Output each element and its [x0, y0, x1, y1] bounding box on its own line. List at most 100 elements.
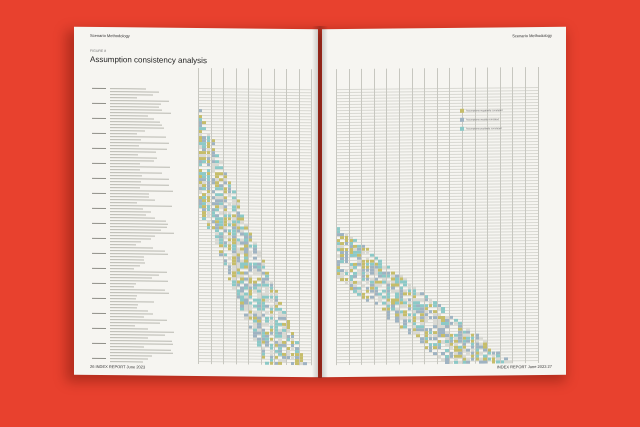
matrix-row-line — [198, 301, 312, 303]
matrix-row-line — [198, 148, 312, 150]
row-label-line — [110, 306, 137, 309]
row-label-line — [110, 132, 137, 135]
row-label-line — [110, 180, 141, 183]
matrix-row-line — [198, 169, 312, 171]
row-label-line — [110, 96, 138, 99]
row-label-line — [110, 273, 159, 276]
matrix-row-line — [198, 112, 312, 114]
matrix-row-line — [198, 121, 312, 123]
left-page: Scenario Methodology FIGURE 8 Assumption… — [74, 26, 318, 378]
row-label-line — [110, 351, 173, 354]
row-label-line — [110, 114, 149, 117]
row-label-line — [110, 171, 163, 174]
legend-swatch — [460, 126, 464, 131]
row-label-line — [110, 249, 166, 252]
row-label-line — [110, 222, 168, 225]
row-label-line — [110, 234, 155, 237]
row-label-line — [110, 228, 161, 231]
row-label-line — [110, 108, 162, 111]
row-label-line — [110, 159, 155, 162]
matrix-row-line — [198, 124, 312, 126]
row-label-line — [110, 342, 173, 345]
left-page-header: Scenario Methodology — [90, 32, 130, 39]
row-label-line — [110, 87, 147, 90]
row-group-label-line — [92, 237, 106, 239]
row-label-line — [110, 279, 168, 282]
matrix-row-line — [198, 109, 312, 111]
row-group-label-line — [92, 87, 106, 89]
figure-title: Assumption consistency analysis — [90, 54, 207, 66]
matrix-row-line — [198, 100, 312, 102]
row-group-label-line — [92, 147, 106, 149]
row-label-line — [110, 93, 153, 96]
row-label-line — [110, 246, 154, 249]
row-label-line — [110, 294, 138, 297]
matrix-row-line — [198, 106, 312, 108]
legend-item: Assumptions positively correlated — [460, 126, 548, 131]
matrix-row-line — [198, 274, 312, 276]
row-label-line — [110, 270, 167, 273]
figure-label: FIGURE 8 — [90, 48, 107, 54]
row-label-line — [110, 318, 167, 321]
row-label-line — [110, 219, 167, 222]
row-label-line — [110, 303, 139, 306]
row-label-line — [110, 123, 163, 126]
row-label-line — [110, 198, 155, 201]
legend-swatch — [460, 117, 464, 122]
row-label-line — [110, 339, 172, 342]
row-label-line — [110, 216, 155, 219]
row-group-label-line — [92, 102, 106, 104]
row-label-line — [110, 162, 140, 165]
row-label-line — [110, 153, 138, 156]
row-label-line — [110, 117, 155, 120]
row-label-line — [110, 282, 137, 285]
row-label-line — [110, 141, 170, 144]
row-label-line — [110, 264, 141, 267]
row-label-line — [110, 285, 135, 288]
legend-item: Assumptions negatively correlated — [460, 108, 548, 113]
row-label-line — [110, 357, 148, 360]
row-group-label-line — [92, 267, 106, 269]
row-label-line — [110, 126, 164, 129]
row-label-line — [110, 327, 149, 330]
row-label-line — [110, 210, 151, 213]
row-label-line — [110, 276, 153, 279]
matrix-row-line — [198, 190, 312, 192]
row-label-line — [110, 168, 140, 171]
row-label-line — [110, 309, 148, 312]
legend-text: Assumptions weakly correlated — [466, 118, 499, 122]
row-label-line — [110, 330, 174, 333]
row-label-line — [110, 165, 171, 168]
row-group-label-line — [92, 132, 106, 134]
row-group-label-line — [92, 117, 106, 119]
matrix-cell — [466, 360, 471, 364]
row-group-label-line — [92, 252, 106, 254]
row-label-line — [110, 315, 145, 318]
matrix-row-line — [198, 133, 312, 135]
row-label-line — [110, 243, 137, 246]
row-label-line — [110, 333, 166, 336]
row-group-label-line — [92, 207, 106, 209]
right-page-footer: INDEX REPORT June 2023 27 — [496, 363, 552, 370]
row-label-line — [110, 225, 167, 228]
row-group-label-line — [92, 342, 106, 344]
row-label-line — [110, 240, 141, 243]
legend: Assumptions negatively correlated Assumpt… — [460, 108, 548, 131]
row-label-line — [110, 360, 144, 363]
row-label-line — [110, 207, 144, 210]
row-label-line — [110, 321, 160, 324]
row-label-line — [110, 312, 154, 315]
row-label-line — [110, 99, 169, 102]
matrix-cell — [278, 362, 282, 365]
right-page-header: Scenario Methodology — [512, 32, 552, 39]
row-group-label-line — [92, 192, 106, 194]
row-label-line — [110, 252, 168, 255]
row-label-line — [110, 288, 166, 291]
row-label-line — [110, 255, 145, 258]
row-label-line — [110, 324, 135, 327]
row-label-line — [110, 189, 173, 192]
matrix-row-line — [198, 277, 312, 279]
row-group-label-line — [92, 312, 106, 314]
row-label-line — [110, 183, 170, 186]
legend-text: Assumptions positively correlated — [466, 127, 502, 131]
